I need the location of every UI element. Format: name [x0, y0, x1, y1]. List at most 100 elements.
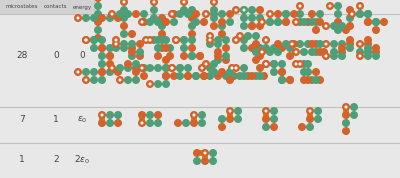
Circle shape — [230, 72, 238, 80]
Circle shape — [294, 51, 298, 54]
Circle shape — [192, 18, 200, 26]
Circle shape — [322, 40, 330, 48]
Circle shape — [98, 14, 106, 22]
Circle shape — [162, 56, 170, 64]
Circle shape — [328, 4, 332, 7]
Circle shape — [226, 18, 234, 26]
Circle shape — [222, 56, 230, 64]
Circle shape — [124, 10, 132, 18]
Circle shape — [176, 10, 184, 18]
Circle shape — [210, 10, 218, 18]
Circle shape — [330, 40, 338, 48]
Circle shape — [232, 64, 240, 72]
Circle shape — [120, 6, 128, 14]
Circle shape — [266, 10, 274, 18]
Circle shape — [184, 64, 192, 72]
Circle shape — [188, 14, 196, 22]
Circle shape — [226, 107, 234, 115]
Bar — [202, 150, 208, 164]
Circle shape — [154, 119, 162, 127]
Circle shape — [120, 44, 128, 52]
Circle shape — [120, 14, 128, 22]
Circle shape — [148, 38, 152, 41]
Circle shape — [262, 60, 270, 68]
Circle shape — [98, 68, 106, 76]
Circle shape — [380, 18, 388, 26]
Circle shape — [184, 10, 192, 18]
Circle shape — [168, 64, 176, 72]
Circle shape — [228, 109, 232, 112]
Circle shape — [212, 1, 216, 4]
Circle shape — [138, 64, 146, 72]
Circle shape — [140, 18, 148, 26]
Circle shape — [240, 44, 248, 52]
Circle shape — [338, 22, 346, 30]
Circle shape — [106, 68, 114, 76]
Circle shape — [158, 44, 166, 52]
Text: 7: 7 — [19, 116, 25, 124]
Circle shape — [260, 20, 264, 23]
Circle shape — [372, 44, 380, 52]
Circle shape — [206, 64, 214, 72]
Circle shape — [116, 10, 124, 18]
Circle shape — [150, 14, 158, 22]
Circle shape — [200, 18, 208, 26]
Circle shape — [356, 10, 364, 18]
Circle shape — [190, 111, 198, 119]
Circle shape — [180, 44, 188, 52]
Circle shape — [226, 68, 234, 76]
Circle shape — [162, 80, 170, 88]
Circle shape — [278, 76, 286, 84]
Circle shape — [132, 68, 140, 76]
Circle shape — [312, 48, 320, 56]
Circle shape — [342, 111, 350, 119]
Circle shape — [268, 12, 272, 15]
Circle shape — [100, 114, 104, 117]
Circle shape — [214, 36, 222, 44]
Circle shape — [290, 10, 298, 18]
Circle shape — [170, 72, 178, 80]
Circle shape — [136, 48, 144, 56]
Circle shape — [122, 1, 126, 4]
Circle shape — [118, 78, 122, 82]
Circle shape — [356, 40, 364, 48]
Circle shape — [146, 111, 154, 119]
Circle shape — [124, 64, 132, 72]
Circle shape — [174, 38, 178, 41]
Circle shape — [98, 36, 106, 44]
Circle shape — [120, 30, 128, 38]
Circle shape — [262, 107, 270, 115]
Circle shape — [76, 70, 80, 74]
Circle shape — [106, 119, 114, 127]
Circle shape — [209, 157, 217, 165]
Circle shape — [288, 40, 296, 48]
Circle shape — [294, 20, 298, 23]
Circle shape — [196, 52, 204, 60]
Circle shape — [176, 64, 184, 72]
Circle shape — [98, 44, 106, 52]
Circle shape — [234, 66, 238, 70]
Circle shape — [128, 48, 136, 56]
Circle shape — [106, 52, 114, 60]
Circle shape — [154, 80, 162, 88]
Circle shape — [214, 48, 222, 56]
Circle shape — [132, 76, 140, 84]
Circle shape — [108, 10, 116, 18]
Circle shape — [184, 72, 192, 80]
Circle shape — [162, 64, 170, 72]
Circle shape — [106, 14, 114, 22]
Circle shape — [266, 48, 274, 56]
Circle shape — [274, 18, 282, 26]
Circle shape — [98, 68, 106, 76]
Circle shape — [286, 76, 294, 84]
Circle shape — [316, 18, 324, 26]
Circle shape — [106, 60, 114, 68]
Circle shape — [282, 40, 290, 48]
Circle shape — [270, 60, 278, 68]
Circle shape — [188, 52, 196, 60]
Circle shape — [192, 114, 196, 117]
Circle shape — [182, 119, 190, 127]
Circle shape — [298, 62, 302, 66]
Circle shape — [356, 2, 364, 10]
Circle shape — [358, 54, 362, 57]
